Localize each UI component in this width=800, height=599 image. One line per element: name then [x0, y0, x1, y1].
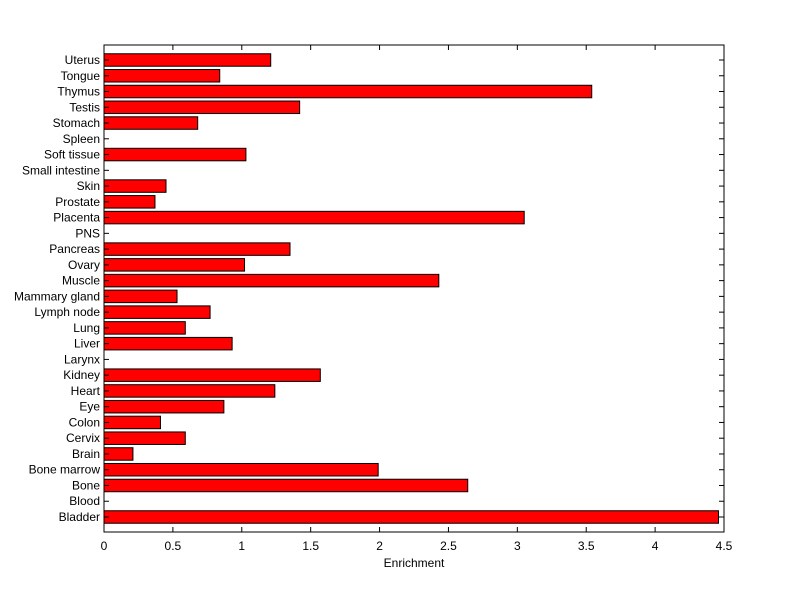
x-tick-label: 0 — [101, 539, 108, 553]
y-tick-label-brain: Brain — [72, 447, 100, 461]
x-tick-label: 0.5 — [165, 539, 182, 553]
y-tick-label-soft-tissue: Soft tissue — [44, 148, 100, 162]
y-tick-label-larynx: Larynx — [64, 352, 100, 366]
x-tick-label: 3.5 — [578, 539, 595, 553]
bar-stomach — [103, 116, 199, 130]
bar-colon — [103, 415, 161, 430]
y-tick-label-skin: Skin — [77, 179, 100, 193]
y-tick-label-bladder: Bladder — [59, 510, 100, 524]
bar-pancreas — [103, 242, 291, 256]
y-tick-label-lung: Lung — [73, 321, 100, 335]
y-tick-label-eye: Eye — [79, 400, 100, 414]
y-tick-label-kidney: Kidney — [63, 368, 100, 382]
bar-bone — [103, 478, 469, 493]
y-tick-label-spleen: Spleen — [63, 132, 100, 146]
y-tick-label-small-intestine: Small intestine — [22, 163, 100, 177]
bar-skin — [103, 179, 167, 193]
y-tick-label-liver: Liver — [74, 337, 100, 351]
x-tick-label: 3 — [514, 539, 521, 553]
y-tick-label-ovary: Ovary — [68, 258, 100, 272]
x-tick-labels: 0 0.5 1 1.5 2 2.5 3 3.5 4 4.5 — [101, 539, 733, 553]
bar-testis — [103, 100, 301, 115]
bar-uterus — [103, 53, 272, 67]
bar-soft-tissue — [103, 147, 247, 162]
y-tick-label-heart: Heart — [71, 384, 101, 398]
bar-bladder — [103, 510, 719, 524]
y-tick-label-testis: Testis — [69, 100, 100, 114]
bar-ovary — [103, 258, 246, 272]
y-tick-label-colon: Colon — [69, 415, 100, 429]
ticks-layer — [103, 45, 725, 532]
y-tick-label-placenta: Placenta — [53, 211, 100, 225]
y-tick-label-bone: Bone — [72, 478, 100, 492]
x-axis-title: Enrichment — [384, 556, 445, 570]
y-tick-label-thymus: Thymus — [57, 85, 100, 99]
x-tick-label: 2.5 — [440, 539, 457, 553]
plot-area — [104, 45, 724, 532]
y-tick-label-stomach: Stomach — [53, 116, 100, 130]
y-tick-label-lymph-node: Lymph node — [34, 305, 100, 319]
y-tick-label-muscle: Muscle — [62, 274, 100, 288]
y-tick-label-bone-marrow: Bone marrow — [29, 463, 101, 477]
bar-lung — [103, 321, 186, 335]
y-tick-label-blood: Blood — [69, 494, 100, 508]
y-tick-label-cervix: Cervix — [66, 431, 100, 445]
x-tick-label: 1.5 — [302, 539, 319, 553]
bar-thymus — [103, 84, 593, 99]
y-tick-label-mammary-gland: Mammary gland — [14, 289, 100, 303]
y-tick-label-uterus: Uterus — [65, 53, 100, 67]
bar-heart — [103, 384, 276, 398]
bar-bone-marrow — [103, 462, 379, 477]
bar-muscle — [103, 273, 440, 288]
bar-cervix — [103, 431, 186, 445]
bar-kidney — [103, 368, 321, 382]
x-tick-label: 4.5 — [716, 539, 733, 553]
bar-liver — [103, 336, 233, 351]
bar-prostate — [103, 195, 156, 209]
bar-placenta — [103, 210, 525, 225]
x-tick-label: 4 — [652, 539, 659, 553]
x-tick-label: 1 — [238, 539, 245, 553]
bar-tongue — [103, 69, 221, 83]
bar-eye — [103, 399, 225, 414]
y-tick-label-prostate: Prostate — [55, 195, 100, 209]
bar-mammary-gland — [103, 289, 178, 304]
bar-lymph-node — [103, 305, 211, 319]
y-tick-label-pns: PNS — [75, 226, 100, 240]
y-tick-label-pancreas: Pancreas — [49, 242, 100, 256]
x-tick-label: 2 — [376, 539, 383, 553]
plot-frame — [103, 44, 725, 533]
y-tick-label-tongue: Tongue — [61, 69, 101, 83]
